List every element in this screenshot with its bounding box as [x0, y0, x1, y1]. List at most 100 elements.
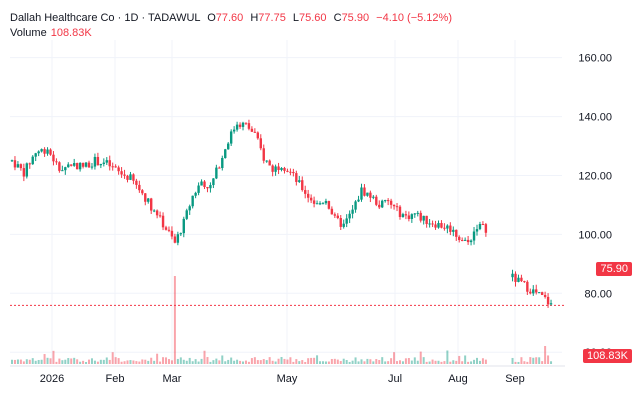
candle-body[interactable] — [295, 173, 298, 182]
candle-body[interactable] — [277, 166, 280, 170]
candle-body[interactable] — [543, 294, 547, 297]
candle-body[interactable] — [247, 123, 251, 129]
candle-body[interactable] — [194, 192, 197, 196]
candle-body[interactable] — [481, 224, 485, 226]
candle-body[interactable] — [425, 215, 428, 224]
candle-body[interactable] — [304, 190, 307, 194]
candle-body[interactable] — [537, 292, 541, 294]
candle-body[interactable] — [75, 163, 79, 170]
candle-body[interactable] — [280, 167, 283, 170]
candle-body[interactable] — [383, 200, 387, 202]
candle-body[interactable] — [108, 160, 111, 167]
candle-body[interactable] — [132, 174, 135, 181]
candle-body[interactable] — [386, 200, 390, 202]
candle-body[interactable] — [469, 240, 473, 243]
candle-body[interactable] — [289, 171, 292, 173]
candle-body[interactable] — [43, 149, 46, 154]
candle-body[interactable] — [55, 161, 58, 163]
candle-body[interactable] — [238, 124, 242, 127]
candle-body[interactable] — [161, 215, 165, 228]
candle-body[interactable] — [224, 149, 227, 159]
candle-body[interactable] — [164, 227, 168, 230]
candle-body[interactable] — [315, 203, 319, 205]
candle-body[interactable] — [72, 163, 76, 166]
candle-body[interactable] — [155, 210, 159, 216]
candle-body[interactable] — [336, 215, 339, 219]
candle-body[interactable] — [182, 218, 185, 234]
candle-body[interactable] — [449, 225, 452, 232]
candle-body[interactable] — [375, 196, 378, 205]
volume-label[interactable]: Volume — [10, 27, 47, 39]
candle-body[interactable] — [413, 213, 416, 215]
candle-body[interactable] — [381, 200, 384, 208]
candle-body[interactable] — [167, 229, 171, 231]
candle-body[interactable] — [431, 223, 434, 225]
candle-body[interactable] — [141, 190, 144, 194]
candle-body[interactable] — [298, 180, 301, 182]
candle-body[interactable] — [170, 230, 174, 237]
candle-body[interactable] — [363, 187, 366, 196]
candle-body[interactable] — [227, 143, 230, 150]
candle-body[interactable] — [268, 160, 271, 166]
candle-body[interactable] — [389, 200, 393, 205]
candle-body[interactable] — [117, 167, 120, 172]
candle-body[interactable] — [206, 186, 209, 189]
candle-body[interactable] — [215, 167, 218, 179]
candle-body[interactable] — [209, 185, 212, 189]
candle-body[interactable] — [369, 192, 372, 198]
candle-body[interactable] — [191, 195, 194, 207]
candle-body[interactable] — [321, 203, 325, 205]
candle-body[interactable] — [173, 236, 177, 243]
candle-body[interactable] — [283, 167, 286, 171]
candle-body[interactable] — [253, 131, 257, 133]
candle-body[interactable] — [348, 213, 351, 219]
candle-body[interactable] — [70, 164, 73, 166]
candle-body[interactable] — [529, 291, 532, 294]
candle-body[interactable] — [96, 156, 100, 166]
candle-body[interactable] — [410, 214, 414, 219]
candle-body[interactable] — [428, 223, 431, 225]
candle-body[interactable] — [401, 214, 405, 217]
candle-body[interactable] — [84, 162, 88, 167]
candle-body[interactable] — [484, 224, 488, 233]
candle-body[interactable] — [152, 210, 156, 212]
candle-body[interactable] — [398, 206, 402, 217]
candle-body[interactable] — [339, 218, 342, 227]
candle-body[interactable] — [372, 196, 375, 198]
candle-body[interactable] — [250, 128, 254, 132]
candle-body[interactable] — [241, 122, 245, 127]
candle-body[interactable] — [138, 184, 141, 191]
candle-body[interactable] — [309, 197, 313, 201]
candle-body[interactable] — [90, 166, 94, 168]
candle-body[interactable] — [105, 160, 108, 163]
candle-body[interactable] — [306, 193, 310, 198]
candle-body[interactable] — [286, 170, 289, 172]
candle-body[interactable] — [526, 281, 529, 292]
candle-body[interactable] — [259, 138, 262, 149]
candle-body[interactable] — [49, 149, 52, 155]
candle-body[interactable] — [312, 200, 316, 204]
candle-body[interactable] — [197, 185, 200, 193]
candle-body[interactable] — [446, 225, 449, 229]
candle-body[interactable] — [99, 163, 103, 166]
candle-body[interactable] — [129, 174, 132, 180]
candle-body[interactable] — [452, 229, 455, 232]
candle-body[interactable] — [229, 131, 233, 144]
candle-body[interactable] — [532, 289, 535, 294]
candle-body[interactable] — [19, 164, 23, 169]
candle-body[interactable] — [262, 148, 265, 161]
candle-body[interactable] — [25, 163, 29, 177]
candle-body[interactable] — [511, 273, 514, 278]
candle-body[interactable] — [10, 160, 14, 162]
candle-body[interactable] — [458, 236, 461, 241]
candle-body[interactable] — [244, 122, 248, 124]
candle-body[interactable] — [61, 170, 64, 172]
candle-body[interactable] — [81, 162, 85, 167]
candle-body[interactable] — [232, 129, 236, 132]
candle-body[interactable] — [443, 227, 446, 229]
candle-body[interactable] — [354, 201, 357, 210]
candle-body[interactable] — [212, 178, 215, 186]
candle-body[interactable] — [221, 158, 224, 169]
candle-body[interactable] — [360, 187, 363, 200]
candle-body[interactable] — [422, 215, 425, 221]
